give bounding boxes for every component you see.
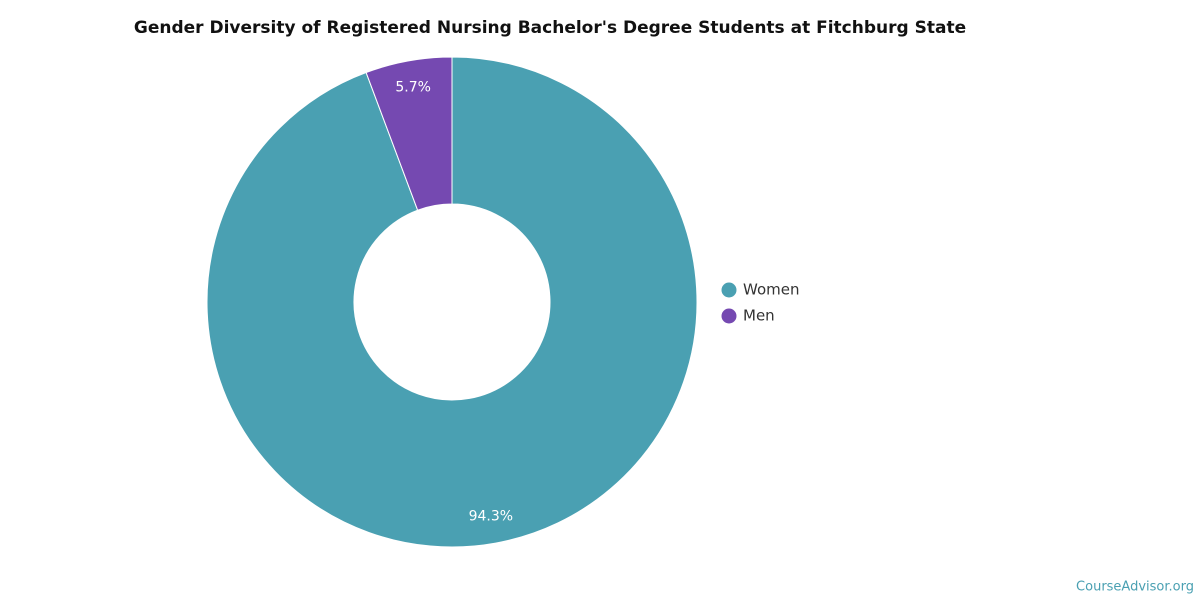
slice (206, 56, 698, 548)
legend-label: Women (743, 281, 799, 299)
value-label: 94.3% (469, 509, 513, 525)
legend-label: Men (743, 307, 775, 325)
value-label: 5.7% (395, 79, 431, 95)
legend-marker (721, 308, 737, 324)
chart-title: Gender Diversity of Registered Nursing B… (134, 18, 966, 38)
legend-marker (721, 282, 737, 298)
source: CourseAdvisor.org (1076, 580, 1194, 595)
slice (365, 56, 453, 211)
